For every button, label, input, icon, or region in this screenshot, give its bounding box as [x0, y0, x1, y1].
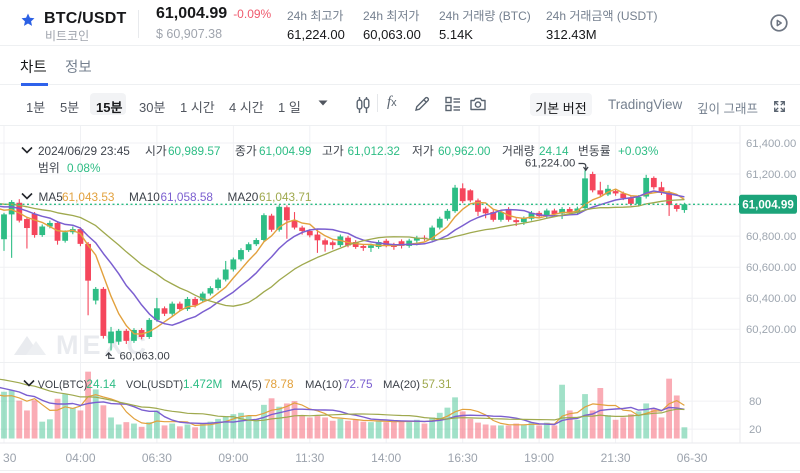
svg-text:19:00: 19:00 [524, 451, 554, 465]
svg-text:MA5: MA5 [39, 190, 64, 204]
svg-text:61,043.53: 61,043.53 [62, 190, 115, 204]
svg-text:61,058.58: 61,058.58 [161, 190, 214, 204]
svg-text:06:30: 06:30 [142, 451, 172, 465]
svg-text:VOL(BTC): VOL(BTC) [38, 379, 87, 391]
svg-text:60,989.57: 60,989.57 [168, 144, 220, 158]
svg-text:11:30: 11:30 [295, 451, 324, 465]
svg-text:06-30: 06-30 [677, 451, 708, 465]
svg-text:+0.03%: +0.03% [618, 144, 659, 158]
svg-text:20: 20 [749, 424, 762, 436]
svg-text:80: 80 [749, 396, 762, 408]
svg-text:21:30: 21:30 [601, 451, 631, 465]
svg-text:0.08%: 0.08% [67, 161, 101, 175]
svg-text:범위: 범위 [38, 161, 60, 175]
svg-text:60,600.00: 60,600.00 [746, 262, 796, 274]
svg-text:종가: 종가 [235, 144, 257, 158]
svg-text:61,004.99: 61,004.99 [742, 199, 794, 212]
svg-text:60,200.00: 60,200.00 [746, 324, 796, 336]
svg-text:VOL(USDT): VOL(USDT) [126, 379, 183, 391]
svg-text:변동률: 변동률 [578, 144, 611, 158]
svg-text:MA(10): MA(10) [305, 379, 342, 391]
svg-text:2024/06/29 23:45: 2024/06/29 23:45 [38, 144, 130, 158]
svg-text:61,400.00: 61,400.00 [746, 138, 796, 150]
svg-text:04:00: 04:00 [65, 451, 95, 465]
svg-text:MA10: MA10 [129, 190, 160, 204]
svg-text:61,004.99: 61,004.99 [259, 144, 311, 158]
svg-text:저가: 저가 [412, 144, 434, 158]
svg-text:61,224.00: 61,224.00 [525, 158, 575, 170]
svg-text:60,962.00: 60,962.00 [438, 144, 491, 158]
svg-text:14:00: 14:00 [371, 451, 401, 465]
svg-text:60,800.00: 60,800.00 [746, 231, 796, 243]
svg-text:60,400.00: 60,400.00 [746, 293, 796, 305]
svg-text:시가: 시가 [145, 144, 167, 158]
svg-text:24.14: 24.14 [86, 377, 116, 391]
svg-text:16:30: 16:30 [448, 451, 478, 465]
svg-text:57.31: 57.31 [422, 377, 452, 391]
svg-text:MA(5): MA(5) [231, 379, 262, 391]
svg-text:고가: 고가 [322, 144, 344, 158]
svg-text:60,063.00: 60,063.00 [120, 351, 170, 363]
svg-text:MA(20): MA(20) [383, 379, 420, 391]
svg-text:30: 30 [3, 451, 17, 465]
svg-text:거래량: 거래량 [502, 144, 535, 158]
svg-text:61,012.32: 61,012.32 [348, 144, 400, 158]
svg-text:24.14: 24.14 [539, 144, 569, 158]
svg-text:61,200.00: 61,200.00 [746, 169, 796, 181]
svg-text:78.78: 78.78 [264, 377, 294, 391]
svg-text:1.472M: 1.472M [183, 377, 222, 391]
svg-text:61,043.71: 61,043.71 [259, 190, 311, 204]
svg-text:09:00: 09:00 [218, 451, 248, 465]
svg-text:MA20: MA20 [228, 190, 259, 204]
svg-text:72.75: 72.75 [343, 377, 373, 391]
